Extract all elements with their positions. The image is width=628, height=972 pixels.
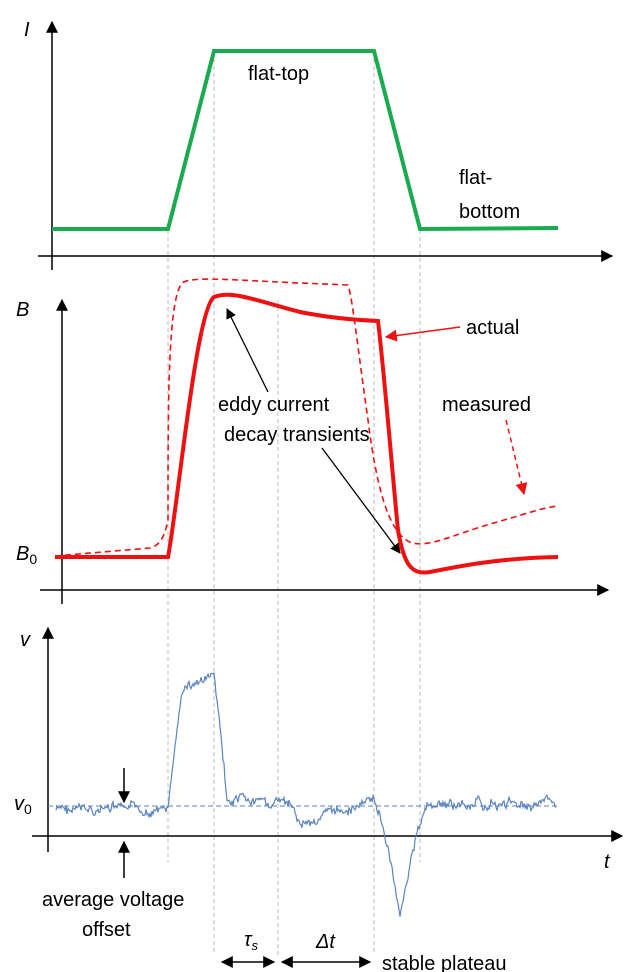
eddy-arrow-down	[321, 447, 401, 554]
field-panel: B B0 actual measured eddy current decay …	[16, 278, 610, 604]
voltage-panel: v v0 t average voltage offset τs Δt stab…	[14, 626, 624, 972]
eddy-current-label-1: eddy current	[218, 394, 330, 416]
dt-label: Δt	[315, 931, 336, 953]
flat-bottom-label-2: bottom	[459, 201, 520, 223]
actual-arrow	[384, 326, 461, 342]
eddy-current-label-2: decay transients	[224, 424, 370, 446]
field-measured-curve	[54, 278, 559, 557]
voltage-offset-label: v0	[14, 793, 32, 817]
stable-plateau-label: stable plateau	[382, 953, 507, 972]
time-axis-label: t	[604, 851, 611, 873]
field-axis-label: B	[16, 299, 29, 321]
measured-label: measured	[442, 394, 531, 416]
voltage-axis-label: v	[20, 629, 31, 651]
flat-top-label: flat-top	[248, 63, 309, 85]
tau-label: τs	[244, 929, 258, 953]
current-axis-label: I	[24, 19, 30, 41]
eddy-arrow-up	[226, 308, 269, 393]
field-baseline-label: B0	[16, 543, 37, 567]
voltage-signal-trace	[55, 672, 557, 917]
average-offset-label-1: average voltage	[42, 889, 184, 911]
measured-arrow	[505, 419, 528, 496]
current-waveform	[52, 49, 559, 232]
current-panel: I flat-top flat- bottom	[24, 19, 614, 270]
actual-label: actual	[466, 317, 519, 339]
guide-lines	[167, 52, 421, 955]
field-actual-curve	[55, 292, 559, 575]
average-offset-label-2: offset	[82, 919, 131, 941]
flat-bottom-label-1: flat-	[459, 167, 492, 189]
